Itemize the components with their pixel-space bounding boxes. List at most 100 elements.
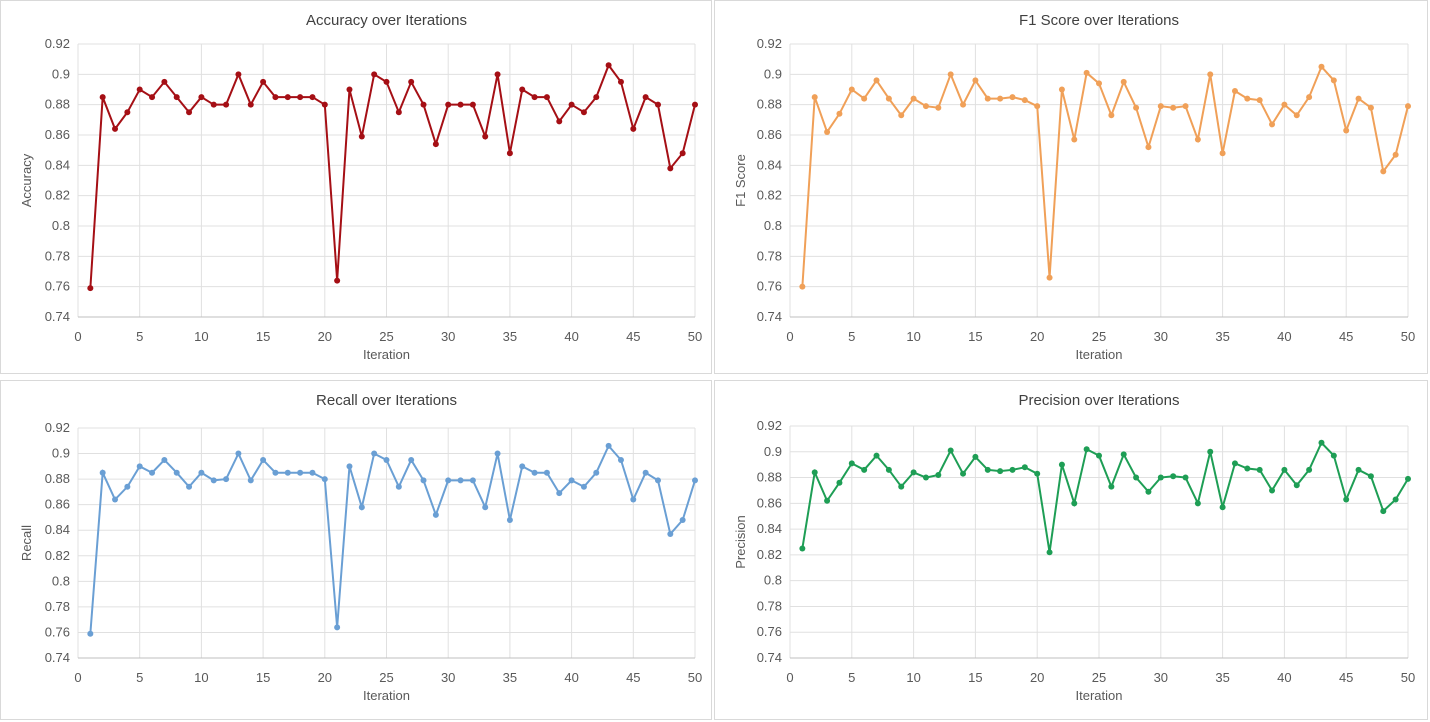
data-point	[260, 456, 267, 463]
x-tick-label: 45	[626, 329, 640, 344]
data-point	[679, 517, 686, 523]
data-point	[1058, 461, 1065, 468]
data-point	[1194, 136, 1201, 143]
y-tick-label: 0.74	[45, 309, 70, 324]
data-point	[543, 94, 550, 101]
data-point	[1145, 144, 1152, 151]
y-tick-label: 0.8	[764, 218, 782, 233]
data-point	[395, 483, 402, 490]
x-tick-label: 5	[136, 670, 143, 685]
data-point	[605, 62, 612, 69]
data-point	[1133, 474, 1140, 481]
data-point	[1318, 439, 1325, 446]
data-point	[679, 150, 686, 157]
data-point	[223, 101, 230, 108]
x-tick-label: 5	[848, 670, 855, 685]
data-point	[960, 470, 967, 477]
y-tick-label: 0.76	[757, 279, 782, 294]
data-point	[1058, 86, 1065, 93]
data-point	[1034, 103, 1041, 110]
recall-chart-panel: Recall over Iterations 0.74 0.76 0.78 0.8 0.8…	[0, 380, 712, 720]
data-point	[358, 133, 365, 140]
data-point	[1392, 496, 1399, 503]
data-point	[1207, 448, 1214, 455]
data-point	[395, 109, 402, 116]
x-tick-label: 50	[688, 670, 702, 685]
data-point	[836, 479, 843, 486]
series-line	[89, 63, 696, 289]
data-point	[568, 477, 575, 484]
x-tick-label: 15	[256, 329, 270, 344]
line-chart: Precision over Iterations 0.74 0.76 0.78 0.8…	[733, 392, 1415, 703]
data-point	[1355, 466, 1362, 473]
x-tick-label: 0	[74, 329, 81, 344]
x-tick-label: 10	[194, 329, 208, 344]
data-point	[593, 94, 600, 101]
y-tick-label: 0.9	[764, 66, 782, 81]
data-point	[1367, 473, 1374, 480]
x-tick-label: 45	[1339, 670, 1353, 685]
data-point	[1071, 136, 1078, 143]
line-chart: Accuracy over Iterations 0.74 0.76 0.78 0.8 0…	[19, 12, 702, 362]
data-point	[1182, 474, 1189, 481]
data-point	[885, 95, 892, 102]
x-tick-label: 25	[1092, 670, 1106, 685]
data-point	[1380, 168, 1387, 175]
data-point	[506, 150, 513, 157]
series-line	[801, 441, 1409, 553]
y-tick-label: 0.86	[757, 127, 782, 142]
data-point	[457, 101, 464, 108]
x-tick-label: 45	[626, 670, 640, 685]
data-point	[692, 101, 698, 108]
data-point	[272, 469, 279, 476]
data-point	[605, 442, 612, 449]
data-point	[568, 101, 575, 108]
data-point	[87, 285, 94, 292]
data-point	[1083, 69, 1090, 76]
data-point	[1281, 466, 1288, 473]
line-chart: F1 Score over Iterations 0.74 0.76 0.78 0.8 0…	[733, 12, 1415, 362]
data-point	[935, 104, 942, 111]
y-axis-label: F1 Score	[733, 154, 748, 207]
data-point	[984, 466, 991, 473]
data-point	[420, 477, 427, 484]
data-point	[272, 94, 279, 101]
data-point	[1244, 95, 1251, 102]
data-point	[420, 101, 427, 108]
data-point	[997, 95, 1004, 102]
data-point	[112, 125, 119, 132]
data-point	[1318, 63, 1325, 70]
data-point	[1046, 549, 1053, 556]
data-point	[824, 497, 831, 504]
y-tick-label: 0.92	[45, 420, 70, 435]
x-tick-label: 30	[1154, 329, 1168, 344]
data-point	[1182, 103, 1189, 110]
data-point	[1170, 104, 1177, 111]
data-point	[630, 496, 637, 503]
data-point	[1157, 103, 1164, 110]
precision-chart-panel: Precision over Iterations 0.74 0.76 0.78 0.8…	[714, 380, 1428, 720]
data-point	[210, 477, 217, 484]
x-tick-label: 40	[1277, 670, 1291, 685]
data-point	[1207, 71, 1214, 78]
y-tick-label: 0.8	[52, 218, 70, 233]
accuracy-chart-panel: Accuracy over Iterations 0.74 0.76 0.78 0.8 0…	[0, 0, 712, 374]
x-tick-label: 20	[1030, 670, 1044, 685]
y-tick-label: 0.8	[52, 573, 70, 588]
data-point	[235, 450, 242, 457]
data-point	[161, 456, 168, 463]
data-point	[358, 504, 365, 511]
x-tick-label: 30	[1154, 670, 1168, 685]
data-point	[873, 77, 880, 84]
y-axis-label: Precision	[733, 515, 748, 568]
x-tick-label: 30	[441, 329, 455, 344]
data-point	[1194, 500, 1201, 507]
data-point	[580, 109, 587, 116]
y-axis-label: Recall	[19, 525, 34, 561]
x-tick-label: 20	[318, 670, 332, 685]
data-point	[799, 545, 806, 552]
data-point	[161, 78, 168, 85]
y-tick-label: 0.74	[45, 650, 70, 665]
data-point	[1269, 121, 1276, 128]
